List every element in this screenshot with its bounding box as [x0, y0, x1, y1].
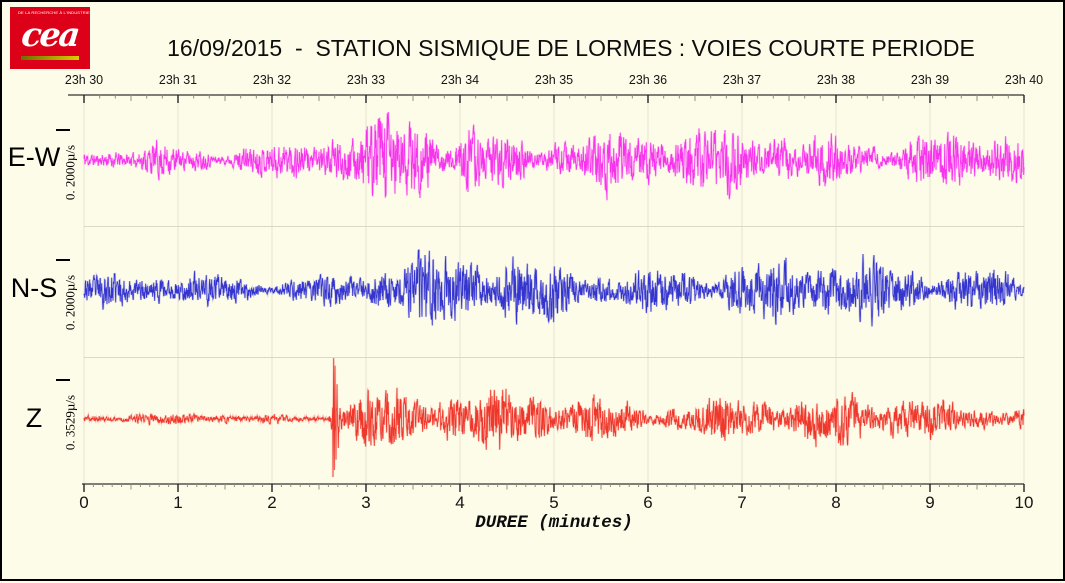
chart-title: 16/09/2015 - STATION SISMIQUE DE LORMES …: [167, 35, 975, 61]
trace-E-W: [83, 111, 1025, 201]
channel-label-ew: E-W: [7, 142, 61, 172]
minute-label: 0: [79, 493, 89, 512]
scale-top-mark-z: [56, 379, 70, 381]
minute-label: 1: [173, 493, 183, 512]
minute-label: 4: [455, 493, 465, 512]
minute-label: 2: [267, 493, 277, 512]
minute-label: 9: [925, 493, 935, 512]
cea-logo-tagline: DE LA RECHERCHE À L'INDUSTRIE: [18, 11, 90, 16]
x-axis-title: DUREE (minutes): [475, 513, 633, 533]
minute-label: 8: [831, 493, 841, 512]
time-label: 23h 33: [346, 73, 386, 87]
time-label: 23h 31: [158, 73, 198, 87]
minute-label: 5: [549, 493, 559, 512]
scale-label-ns: 0. 2000µ/s: [62, 274, 78, 331]
minute-label: 7: [737, 493, 747, 512]
time-label: 23h 35: [534, 73, 574, 87]
time-label: 23h 34: [440, 73, 480, 87]
time-label: 23h 32: [252, 73, 292, 87]
minute-label: 6: [643, 493, 653, 512]
cea-logo: DE LA RECHERCHE À L'INDUSTRIE cea: [10, 7, 90, 69]
minute-label: 10: [1014, 493, 1034, 512]
channel-label-ns: N-S: [10, 273, 58, 303]
time-label: 23h 37: [722, 73, 762, 87]
scale-label-ew: 0. 2000µ/s: [62, 144, 78, 201]
trace-N-S: [83, 249, 1025, 327]
scale-top-mark-ns: [56, 259, 70, 261]
time-label: 23h 38: [816, 73, 856, 87]
scale-label-z: 0. 3529µ/s: [62, 394, 78, 451]
time-label: 23h 40: [1004, 73, 1044, 87]
minute-label: 3: [361, 493, 371, 512]
time-label: 23h 30: [64, 73, 104, 87]
time-label: 23h 36: [628, 73, 668, 87]
channel-label-z: Z: [25, 403, 43, 433]
time-label: 23h 39: [910, 73, 950, 87]
cea-logo-underline: [21, 56, 79, 60]
scale-top-mark-ew: [56, 129, 70, 131]
trace-Z: [83, 358, 1025, 478]
